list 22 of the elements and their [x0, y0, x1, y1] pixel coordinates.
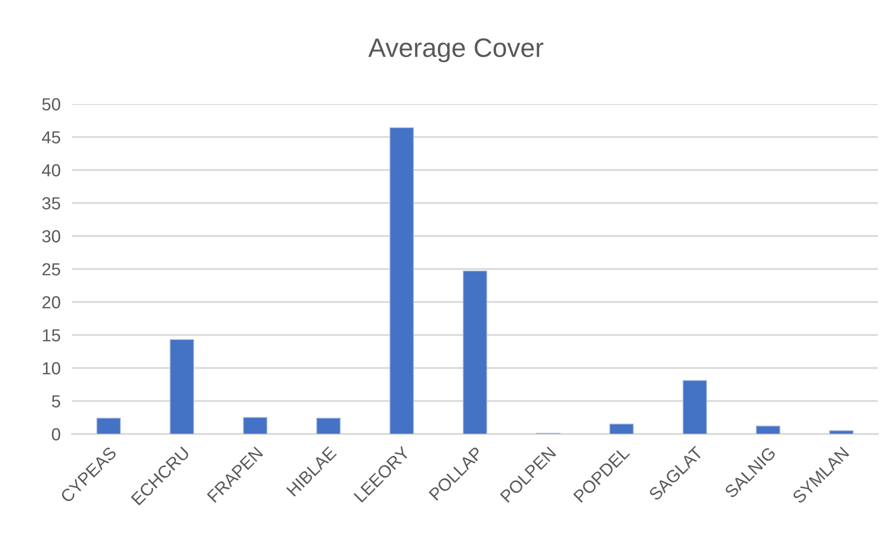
- y-tick-label: 50: [42, 98, 60, 110]
- bar: [462, 270, 488, 434]
- bar: [96, 418, 121, 434]
- y-tick-label: 45: [42, 131, 60, 144]
- y-tick-label: 20: [42, 296, 60, 308]
- y-tick-label: 5: [52, 395, 60, 408]
- bar: [170, 339, 194, 434]
- y-tick-label: 35: [42, 197, 60, 210]
- y-tick-label: 10: [42, 362, 60, 374]
- y-tick-label: 15: [42, 329, 60, 342]
- bar: [243, 417, 268, 434]
- bar: [316, 418, 341, 434]
- y-tick-label: 25: [42, 263, 60, 276]
- y-tick-label: 0: [52, 428, 60, 440]
- bar: [390, 127, 414, 434]
- bar: [682, 380, 707, 434]
- bar: [756, 426, 780, 434]
- bar: [829, 430, 854, 434]
- bar: [609, 424, 634, 434]
- chart-title: Average Cover: [368, 38, 544, 62]
- y-tick-label: 30: [42, 230, 60, 242]
- y-tick-label: 40: [42, 164, 60, 176]
